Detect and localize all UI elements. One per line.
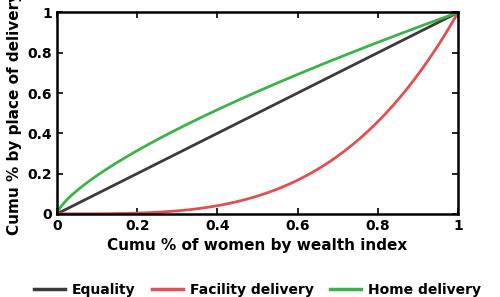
X-axis label: Cumu % of women by wealth index: Cumu % of women by wealth index [108, 238, 408, 253]
Legend: Equality, Facility delivery, Home delivery: Equality, Facility delivery, Home delive… [29, 277, 486, 297]
Y-axis label: Cumu % by place of delivery: Cumu % by place of delivery [7, 0, 22, 235]
